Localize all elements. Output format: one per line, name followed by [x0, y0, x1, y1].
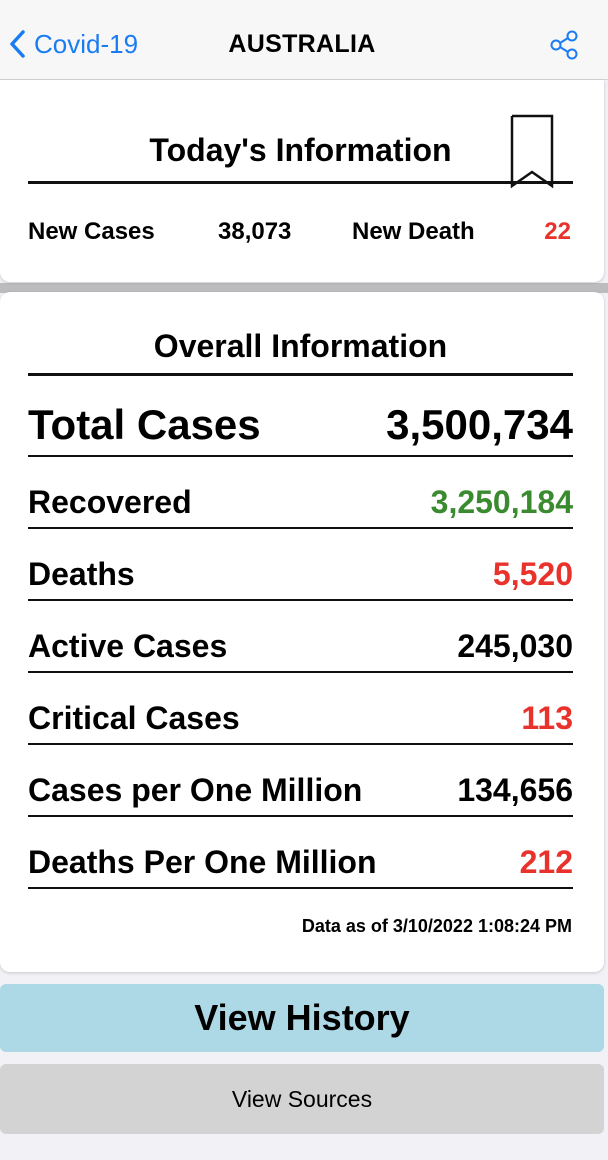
section-divider	[0, 283, 608, 293]
stat-row-cases-per-million: Cases per One Million 134,656	[28, 768, 573, 817]
stat-label: Deaths Per One Million	[28, 844, 377, 880]
navigation-bar: Covid-19 AUSTRALIA	[0, 0, 608, 80]
stat-label: Cases per One Million	[28, 772, 363, 808]
stat-label: Deaths	[28, 556, 135, 592]
stat-label: Total Cases	[28, 401, 261, 448]
stat-value: 134,656	[457, 772, 573, 808]
stat-row-active-cases: Active Cases 245,030	[28, 624, 573, 673]
stat-row-total-cases: Total Cases 3,500,734	[28, 400, 573, 457]
today-information-title: Today's Information	[28, 132, 573, 184]
today-stats-row: New Cases 38,073 New Death 22	[28, 218, 573, 252]
stat-row-deaths-per-million: Deaths Per One Million 212	[28, 840, 573, 889]
back-button[interactable]: Covid-19	[8, 26, 138, 62]
view-sources-button[interactable]: View Sources	[0, 1064, 604, 1134]
new-death-value: 22	[544, 218, 571, 245]
new-cases-value: 38,073	[218, 218, 292, 245]
share-icon[interactable]	[548, 29, 580, 61]
stat-row-critical-cases: Critical Cases 113	[28, 696, 573, 745]
overall-information-card	[0, 292, 604, 972]
stat-row-recovered: Recovered 3,250,184	[28, 480, 573, 529]
stat-label: Critical Cases	[28, 700, 240, 736]
stat-label: Recovered	[28, 484, 192, 520]
page-title: AUSTRALIA	[0, 30, 608, 59]
chevron-left-icon	[10, 30, 25, 58]
view-history-button[interactable]: View History	[0, 984, 604, 1052]
stat-value: 113	[521, 700, 573, 736]
bookmark-icon[interactable]	[508, 114, 556, 190]
new-death-label: New Death	[352, 218, 475, 245]
page-title-text: AUSTRALIA	[228, 30, 376, 58]
stat-value: 3,250,184	[430, 484, 573, 520]
data-timestamp: Data as of 3/10/2022 1:08:24 PM	[301, 916, 572, 936]
stat-row-deaths: Deaths 5,520	[28, 552, 573, 601]
overall-information-title: Overall Information	[28, 328, 573, 376]
stat-value: 212	[519, 844, 573, 880]
stat-label: Active Cases	[28, 628, 228, 664]
stat-value: 5,520	[492, 556, 573, 592]
new-cases-label: New Cases	[28, 218, 155, 245]
stat-value: 3,500,734	[386, 401, 573, 448]
back-button-label: Covid-19	[34, 28, 139, 59]
stat-value: 245,030	[457, 628, 573, 664]
